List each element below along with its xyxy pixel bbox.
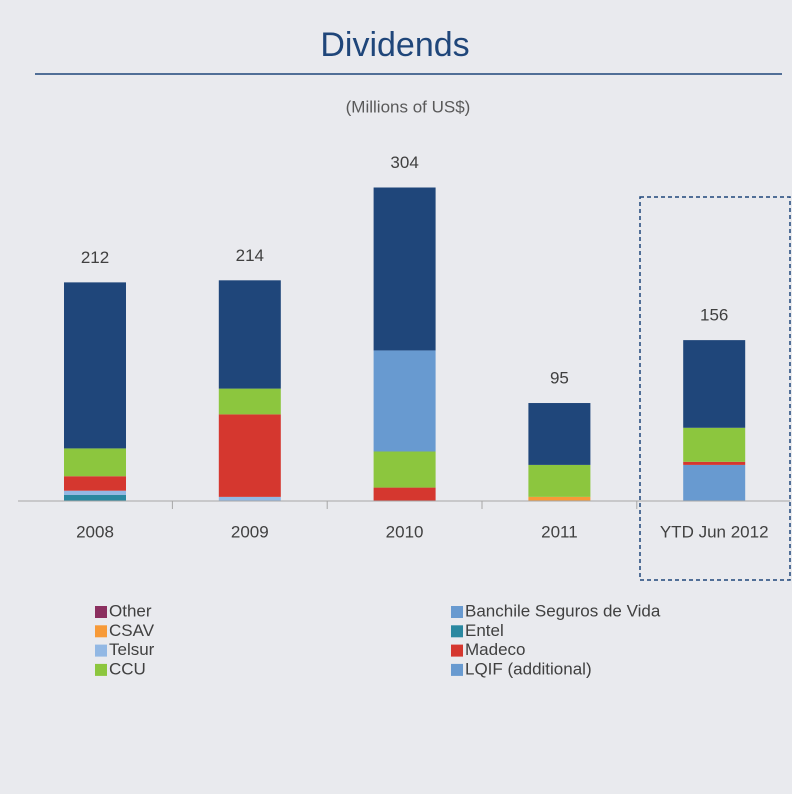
bar-segment [218,388,281,415]
x-tick-label: 2010 [386,522,424,541]
bar-segment [64,494,126,501]
bar-segment [64,490,126,495]
legend-label: Banchile Seguros de Vida [465,601,661,620]
bar-segment [64,476,126,491]
total-label: 212 [81,248,109,267]
total-label: 304 [390,153,418,172]
bar-segment [218,414,281,497]
bar-segment [373,487,436,501]
legend-label: Telsur [109,640,155,659]
x-tick-label: 2008 [76,522,114,541]
bar-segment [528,464,591,497]
bar-segment [373,451,436,488]
legend-swatch [95,606,107,618]
bar-segment [64,448,126,477]
x-tick-label: 2011 [541,522,578,541]
total-label: 95 [550,369,569,388]
bar-segment [64,282,126,449]
x-tick-label: YTD Jun 2012 [660,522,769,541]
x-tick-label: 2009 [231,522,269,541]
legend-swatch [95,625,107,638]
legend-label: CCU [109,659,146,678]
bar-segment [528,403,591,465]
bar-segment [683,461,746,465]
total-label: 156 [700,306,728,325]
legend-label: LQIF (additional) [465,659,592,678]
bar-segment [373,187,436,351]
legend-label: Other [109,601,152,620]
legend-swatch [451,606,463,618]
bar-segment [528,496,591,501]
bar-segment [683,340,746,428]
bar-segment [683,464,746,501]
legend-swatch [95,663,107,676]
legend-label: CSAV [109,621,155,640]
legend-swatch [451,663,463,676]
bar-segment [683,427,746,462]
legend-swatch [451,644,463,657]
legend-label: Entel [465,621,504,640]
legend-swatch [95,644,107,657]
chart-title: Dividends [320,26,469,64]
bar-segment [218,496,281,501]
bar-segment [218,280,281,389]
bar-segment [373,350,436,452]
total-label: 214 [236,246,264,265]
legend-label: Madeco [465,640,525,659]
legend-swatch [451,625,463,638]
chart-subtitle: (Millions of US$) [346,97,471,116]
